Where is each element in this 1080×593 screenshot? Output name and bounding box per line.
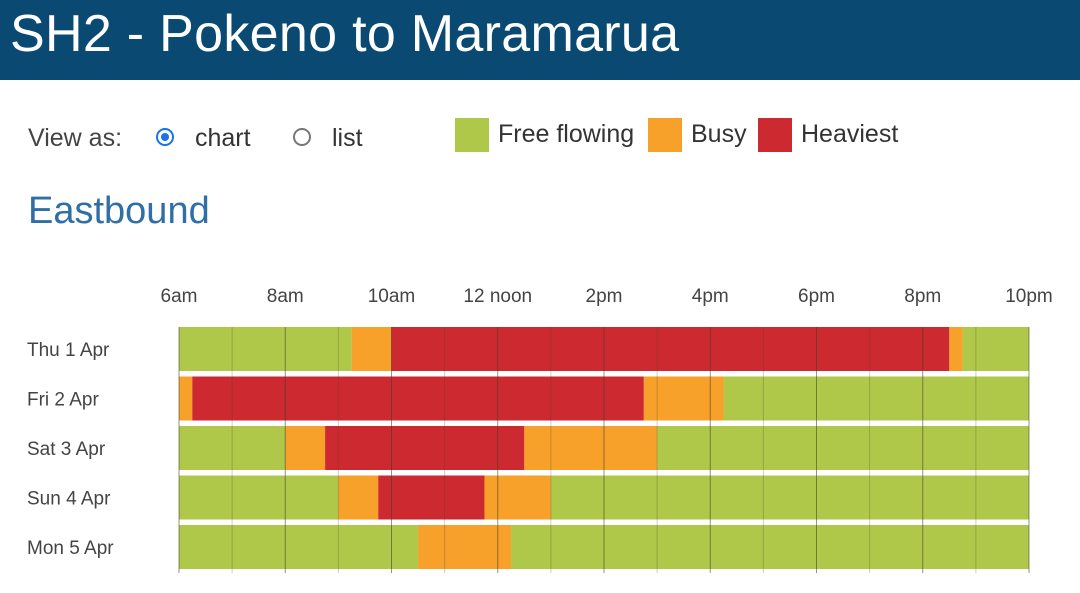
timeline-segment-free (723, 376, 1029, 421)
timeline-segment-free (657, 426, 1029, 470)
legend-heaviest-swatch (758, 118, 792, 152)
section-title-eastbound: Eastbound (28, 190, 210, 232)
legend-free-flowing-swatch (455, 118, 489, 152)
legend-busy-label: Busy (691, 120, 747, 148)
row-label: Sat 3 Apr (27, 439, 106, 460)
row-label: Mon 5 Apr (27, 538, 114, 559)
x-tick-label: 6am (161, 286, 198, 307)
timeline-segment-heaviest (391, 327, 950, 371)
timeline-segment-free (179, 475, 339, 520)
legend-heaviest-label: Heaviest (801, 120, 899, 148)
x-tick-label: 6pm (798, 286, 835, 307)
view-list-radio[interactable] (293, 128, 311, 146)
x-tick-label: 2pm (586, 286, 623, 307)
timeline-segment-heaviest (192, 376, 644, 421)
timeline-segment-busy (179, 376, 193, 421)
legend-free-flowing-label: Free flowing (498, 120, 635, 148)
legend-busy-swatch (648, 118, 682, 152)
row-label: Sun 4 Apr (27, 489, 111, 510)
view-controls: View as: chart list Free flowing Busy He… (28, 118, 1068, 158)
view-as-label: View as: (28, 124, 123, 152)
timeline-segment-heaviest (378, 475, 485, 520)
view-chart-label: chart (195, 124, 251, 152)
timeline-segment-free (179, 426, 286, 470)
row-label: Fri 2 Apr (27, 390, 99, 411)
page-title: SH2 - Pokeno to Maramarua (10, 5, 680, 63)
timeline-segment-busy (949, 327, 963, 371)
timeline-segment-busy (285, 426, 326, 470)
timeline-segment-busy (484, 475, 551, 520)
timeline-segment-free (179, 525, 419, 569)
timeline-segment-free (550, 475, 1029, 520)
timeline-segment-busy (351, 327, 392, 371)
timeline-segment-free (511, 525, 1029, 569)
timeline-segment-free (179, 327, 352, 371)
page-header: SH2 - Pokeno to Maramarua (0, 0, 1080, 80)
timeline-segment-heaviest (325, 426, 525, 470)
row-label: Thu 1 Apr (27, 340, 110, 361)
timeline-segment-busy (338, 475, 379, 520)
view-list-label: list (332, 124, 363, 152)
x-tick-label: 10am (368, 286, 416, 307)
view-chart-radio[interactable] (156, 128, 174, 146)
x-tick-label: 4pm (692, 286, 729, 307)
timeline-segment-busy (643, 376, 724, 421)
x-tick-label: 8pm (904, 286, 941, 307)
timeline-segment-free (962, 327, 1029, 371)
x-tick-label: 10pm (1005, 286, 1053, 307)
x-tick-label: 12 noon (463, 286, 532, 307)
timeline-segment-busy (418, 525, 512, 569)
timeline-segment-busy (524, 426, 658, 470)
traffic-timeline-chart: Thu 1 Apr Fri 2 Apr Sat 3 Apr Sun 4 Apr Mon … (27, 286, 1053, 573)
x-tick-label: 8am (267, 286, 304, 307)
